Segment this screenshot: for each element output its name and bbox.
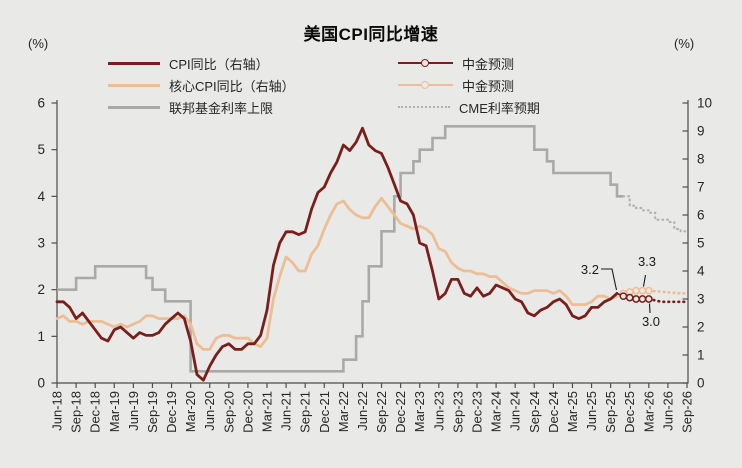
legend-item-fed-funds: 联邦基金利率上限: [108, 99, 274, 116]
x-axis-tick-label: Sep-22: [374, 391, 389, 433]
fed-funds-line: [57, 125, 624, 373]
annotation-cpi-last: 3.2: [580, 262, 599, 277]
left-axis-tick-label: 5: [37, 142, 45, 157]
left-axis-tick-label: 4: [37, 189, 45, 204]
x-axis-tick-label: Dec-21: [317, 391, 332, 433]
core-cpi-line: [55, 196, 619, 351]
annotation-core-forecast: 3.3: [637, 254, 657, 269]
right-axis-tick-label: 5: [697, 236, 705, 251]
right-axis-tick-label: 10: [697, 96, 712, 111]
x-axis-tick-label: Mar-24: [489, 391, 504, 432]
cicc-core-forecast-marker: [632, 286, 640, 295]
right-axis-tick-label: 3: [697, 292, 705, 307]
x-axis-tick-label: Dec-25: [622, 391, 637, 433]
x-axis-tick-label: Jun-25: [584, 391, 599, 431]
x-axis-tick-label: Dec-24: [546, 391, 561, 433]
x-axis-tick-label: Sep-20: [221, 391, 236, 433]
left-axis-tick-label: 6: [37, 96, 45, 111]
right-axis-tick-label: 1: [697, 348, 705, 363]
legend-label: 联邦基金利率上限: [169, 100, 274, 116]
left-axis-tick-label: 0: [37, 376, 45, 391]
cicc-cpi-forecast-swatch: [398, 58, 453, 68]
legend-item-cme-expectation: CME利率预期: [398, 99, 540, 116]
x-axis-tick-label: Sep-21: [298, 391, 313, 433]
x-axis-tick-label: Jun-18: [50, 391, 65, 431]
x-axis-tick-label: Mar-23: [412, 391, 427, 432]
x-axis-tick-label: Dec-22: [393, 391, 408, 433]
left-axis-tick-label: 1: [37, 329, 45, 344]
cicc-core-forecast-swatch: [398, 80, 453, 90]
right-axis-tick-label: 4: [697, 264, 705, 279]
right-axis-tick-label: 9: [697, 124, 705, 139]
cicc-core-forecast-marker: [644, 286, 653, 295]
x-axis-tick-label: Jun-26: [660, 391, 675, 431]
right-axis-tick-label: 2: [697, 320, 705, 335]
legend-label: 中金预测: [462, 56, 515, 72]
fed-funds-line-swatch: [108, 105, 160, 109]
x-axis-tick-label: Mar-22: [336, 391, 351, 432]
x-axis-tick-label: Sep-26: [680, 391, 695, 433]
annotation-leader-3-2: [601, 268, 618, 291]
x-axis-tick-label: Sep-24: [527, 391, 542, 433]
annotation-cpi-forecast: 3.0: [641, 314, 661, 329]
legend-item-core-cpi: 核心CPI同比（右轴）: [108, 77, 295, 94]
right-axis-tick-label: 0: [697, 376, 705, 391]
x-axis-tick-label: Mar-25: [565, 391, 580, 432]
x-axis-tick-label: Jun-24: [508, 391, 523, 431]
x-axis-tick-label: Jun-21: [279, 391, 294, 431]
right-axis-tick-label: 8: [697, 152, 705, 167]
x-axis-tick-label: Jun-22: [355, 391, 370, 431]
left-axis-unit: (%): [28, 36, 49, 51]
left-axis-tick-label: 2: [37, 282, 45, 297]
x-axis-tick-label: Jun-20: [202, 391, 217, 431]
legend-item-cicc-core-forecast: 中金预测: [398, 77, 515, 94]
cicc-cpi-forecast-marker: [632, 295, 640, 303]
x-axis-tick-label: Dec-23: [470, 391, 485, 433]
x-axis-tick-label: Dec-18: [88, 391, 103, 433]
left-axis-tick-label: 3: [37, 236, 45, 251]
cpi-line-swatch: [108, 61, 160, 65]
legend-label: CME利率预期: [459, 100, 540, 116]
legend-label: CPI同比（右轴）: [169, 56, 269, 72]
cpi-line: [55, 126, 619, 382]
x-axis-tick-label: Sep-23: [450, 391, 465, 433]
x-axis-tick-label: Jun-19: [126, 391, 141, 431]
right-axis-unit: (%): [674, 36, 695, 51]
cicc-cpi-forecast-dotted-line: [647, 297, 689, 304]
cicc-cpi-forecast-marker: [625, 293, 634, 302]
cicc-cpi-forecast-marker: [638, 295, 647, 303]
annotation-leader-3-0: [648, 303, 651, 314]
right-axis-tick-label: 6: [697, 208, 705, 223]
legend-label: 中金预测: [462, 78, 515, 94]
x-axis-tick-label: Jun-23: [431, 391, 446, 431]
core-cpi-line-swatch: [108, 83, 160, 87]
legend-item-cicc-cpi-forecast: 中金预测: [398, 55, 515, 72]
annotation-leader-3-3: [642, 274, 647, 287]
legend-item-cpi: CPI同比（右轴）: [108, 55, 269, 72]
x-axis-tick-label: Dec-19: [164, 391, 179, 433]
x-axis-tick-label: Mar-20: [183, 391, 198, 432]
x-axis-tick-label: Dec-20: [240, 391, 255, 433]
x-axis-tick-label: Mar-19: [107, 391, 122, 432]
cme-rate-expectation-dotted-line: [622, 195, 689, 233]
x-axis-tick-label: Sep-18: [69, 391, 84, 433]
cicc-cpi-forecast-marker: [644, 295, 653, 303]
x-axis-tick-label: Mar-21: [260, 391, 275, 432]
cicc-cpi-forecast-marker: [619, 292, 628, 301]
chart-title: 美国CPI同比增速: [303, 25, 439, 44]
cme-dotted-swatch: [398, 106, 450, 108]
x-axis-tick-label: Sep-25: [603, 391, 618, 433]
axis-frame: [56, 100, 689, 384]
x-axis-tick-label: Mar-26: [641, 391, 656, 432]
cicc-core-forecast-dotted-line: [647, 289, 689, 295]
cicc-core-forecast-marker: [638, 286, 647, 295]
right-axis-tick-label: 7: [697, 180, 705, 195]
x-axis-tick-label: Sep-19: [145, 391, 160, 433]
legend-label: 核心CPI同比（右轴）: [169, 78, 295, 94]
